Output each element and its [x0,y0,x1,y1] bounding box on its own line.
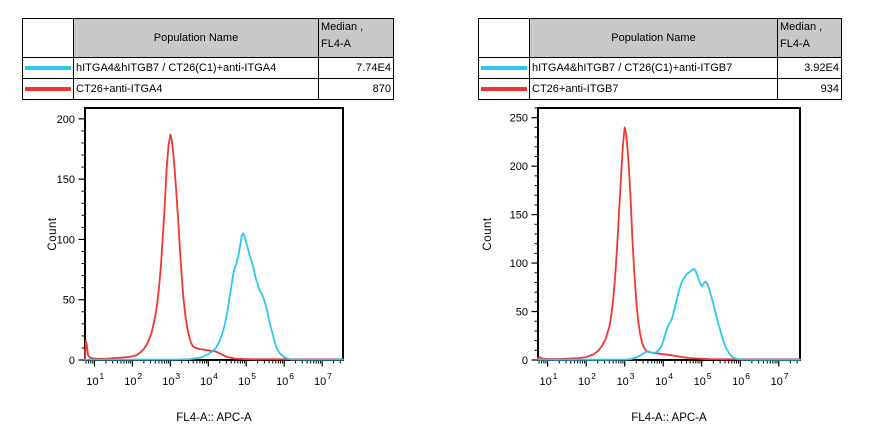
x-tick-label-base: 10 [540,376,552,388]
histogram-curve-red [537,126,801,361]
plot-frame [537,107,801,361]
x-tick-label-exponent: 4 [213,371,218,381]
x-tick-label-exponent: 7 [327,371,332,381]
x-tick-label-exponent: 2 [137,371,142,381]
population-name: CT26+anti-ITGA4 [73,78,319,100]
histogram-curve-cyan [84,232,344,361]
legend-swatch-cell [22,78,74,100]
x-axis-title: FL4-A:: APC-A [176,412,252,424]
x-tick-label-base: 10 [655,376,667,388]
x-tick-label-base: 10 [771,376,783,388]
median-header: Median , FL4-A [777,18,842,58]
x-tick-label-exponent: 1 [99,371,104,381]
median-value: 870 [318,78,394,100]
x-tick-label-base: 10 [86,376,98,388]
x-tick-label-base: 10 [694,376,706,388]
y-tick-label: 150 [510,210,528,222]
legend-row: CT26+anti-ITGA4 870 [22,78,394,100]
y-tick-label: 250 [510,113,528,125]
median-value: 3.92E4 [777,57,842,79]
x-tick-label-exponent: 7 [784,371,789,381]
population-name: hITGA4&hITGB7 / CT26(C1)+anti-ITGB7 [529,57,778,79]
median-header-line2: FL4-A [321,38,351,50]
legend-swatch-cell [22,57,74,79]
median-header: Median , FL4-A [318,18,394,58]
population-name-header: Population Name [529,18,778,58]
x-tick-label-exponent: 5 [251,371,256,381]
x-tick-label-base: 10 [276,376,288,388]
y-axis-title: Count [47,217,59,251]
y-tick-label: 50 [516,307,528,319]
x-tick-label-exponent: 4 [668,371,673,381]
x-tick-label-base: 10 [617,376,629,388]
y-tick-label: 0 [522,355,528,367]
x-tick-label-base: 10 [124,376,136,388]
legend-row: hITGA4&hITGB7 / CT26(C1)+anti-ITGA4 7.74E… [22,57,394,79]
x-axis-title: FL4-A:: APC-A [631,412,707,424]
stats-table-anti-itgb7: Population Name Median , FL4-A hITGA4&hITGB… [478,18,842,100]
legend-swatch-cell [478,78,530,100]
x-tick-label-base: 10 [314,376,326,388]
swatch-header-cell [478,18,530,58]
median-header-line1: Median , [780,21,823,33]
population-name: hITGA4&hITGB7 / CT26(C1)+anti-ITGA4 [73,57,319,79]
x-tick-label-exponent: 2 [591,371,596,381]
x-tick-label-base: 10 [578,376,590,388]
x-tick-label-exponent: 1 [553,371,558,381]
x-tick-label-base: 10 [200,376,212,388]
table-header-row: Population Name Median , FL4-A [22,18,394,58]
population-name: CT26+anti-ITGB7 [529,78,778,100]
y-tick-label: 100 [510,258,528,270]
legend-line-swatch [481,66,527,70]
y-tick-label: 150 [57,174,75,186]
median-value: 7.74E4 [318,57,394,79]
y-tick-label: 0 [69,355,75,367]
x-tick-label-base: 10 [732,376,744,388]
histogram-curve-red [84,133,344,361]
histogram-curve-cyan [537,267,801,361]
legend-row: CT26+anti-ITGB7 934 [478,78,842,100]
x-tick-label-exponent: 3 [175,371,180,381]
median-header-line1: Median , [321,21,364,33]
median-header-line2: FL4-A [780,38,810,50]
legend-line-swatch [481,87,527,91]
swatch-header-cell [22,18,74,58]
y-tick-label: 200 [510,161,528,173]
population-name-header: Population Name [73,18,319,58]
y-tick-label: 200 [57,114,75,126]
legend-line-swatch [25,66,71,70]
stats-table-anti-itga4: Population Name Median , FL4-A hITGA4&hITGB… [22,18,394,100]
legend-row: hITGA4&hITGB7 / CT26(C1)+anti-ITGB7 3.92E… [478,57,842,79]
panel-anti-itga4: Population Name Median , FL4-A hITGA4&hITGB… [0,0,430,442]
x-tick-label-exponent: 6 [289,371,294,381]
x-tick-label-base: 10 [162,376,174,388]
legend-line-swatch [25,87,71,91]
y-tick-label: 100 [57,234,75,246]
x-tick-label-exponent: 6 [745,371,750,381]
plot-frame [84,107,344,361]
legend-swatch-cell [478,57,530,79]
x-tick-label-exponent: 5 [707,371,712,381]
x-tick-label-exponent: 3 [630,371,635,381]
table-header-row: Population Name Median , FL4-A [478,18,842,58]
y-tick-label: 50 [63,295,75,307]
panel-anti-itgb7: Population Name Median , FL4-A hITGA4&hITGB… [440,0,869,442]
x-tick-label-base: 10 [238,376,250,388]
y-axis-title: Count [482,217,494,251]
median-value: 934 [777,78,842,100]
